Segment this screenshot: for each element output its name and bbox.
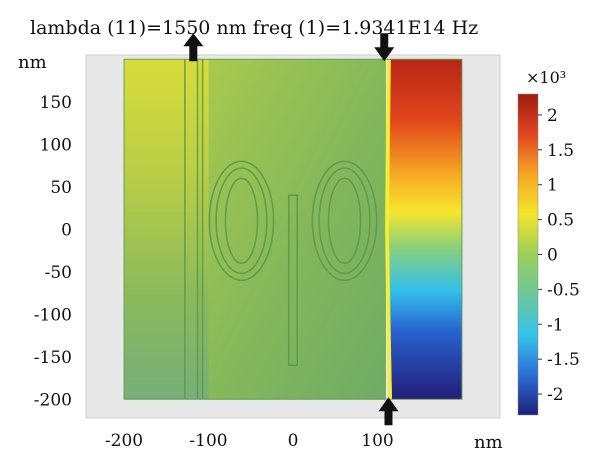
ring-1-outline-1 — [208, 160, 275, 282]
colorbar-tick-label: -0.5 — [547, 280, 580, 300]
x-tick-label: 0 — [288, 431, 299, 451]
colorbar — [517, 93, 539, 416]
ring-1-outline-2 — [215, 167, 268, 275]
field-region-right — [387, 59, 462, 400]
colorbar-tick-label: 1.5 — [547, 141, 574, 161]
y-tick-label: -150 — [34, 348, 72, 368]
y-tick-label: 50 — [50, 178, 72, 198]
ring-2-outline-3 — [327, 177, 362, 265]
port-arrow-output-bottom — [378, 397, 399, 426]
y-tick-label: 100 — [40, 135, 72, 155]
x-axis-unit: nm — [474, 432, 503, 453]
y-tick-label: 150 — [40, 93, 72, 113]
field-region-left — [124, 59, 209, 400]
y-tick-label: -100 — [34, 305, 72, 325]
colorbar-tick-label: 2 — [547, 106, 558, 126]
y-tick-label: -200 — [34, 390, 72, 410]
ring-2-outline-1 — [311, 160, 378, 282]
y-axis-unit: nm — [18, 52, 47, 73]
ring-2-outline-2 — [318, 167, 371, 275]
colorbar-tick-label: 1 — [547, 176, 558, 196]
colorbar-exponent: ×10³ — [526, 68, 567, 87]
port-arrow-output-top — [374, 33, 395, 62]
ring-1-outline-3 — [224, 177, 259, 265]
colorbar-tick-label: -1.5 — [547, 350, 580, 370]
colorbar-tick-label: 0.5 — [547, 211, 574, 231]
colorbar-tick-label: 0 — [547, 246, 558, 266]
boundary-glow — [384, 59, 392, 400]
port-arrow-input — [183, 33, 204, 62]
center-post — [287, 194, 299, 367]
figure-title: lambda (11)=1550 nm freq (1)=1.9341E14 H… — [30, 17, 479, 39]
colorbar-tick-label: -1 — [547, 315, 564, 335]
x-tick-label: 100 — [361, 431, 393, 451]
x-tick-label: -100 — [189, 431, 227, 451]
domain-border — [123, 58, 463, 400]
colorbar-tick-label: -2 — [547, 385, 564, 405]
y-tick-label: -50 — [45, 263, 72, 283]
y-tick-label: 0 — [61, 220, 72, 240]
x-tick-label: -200 — [105, 431, 143, 451]
